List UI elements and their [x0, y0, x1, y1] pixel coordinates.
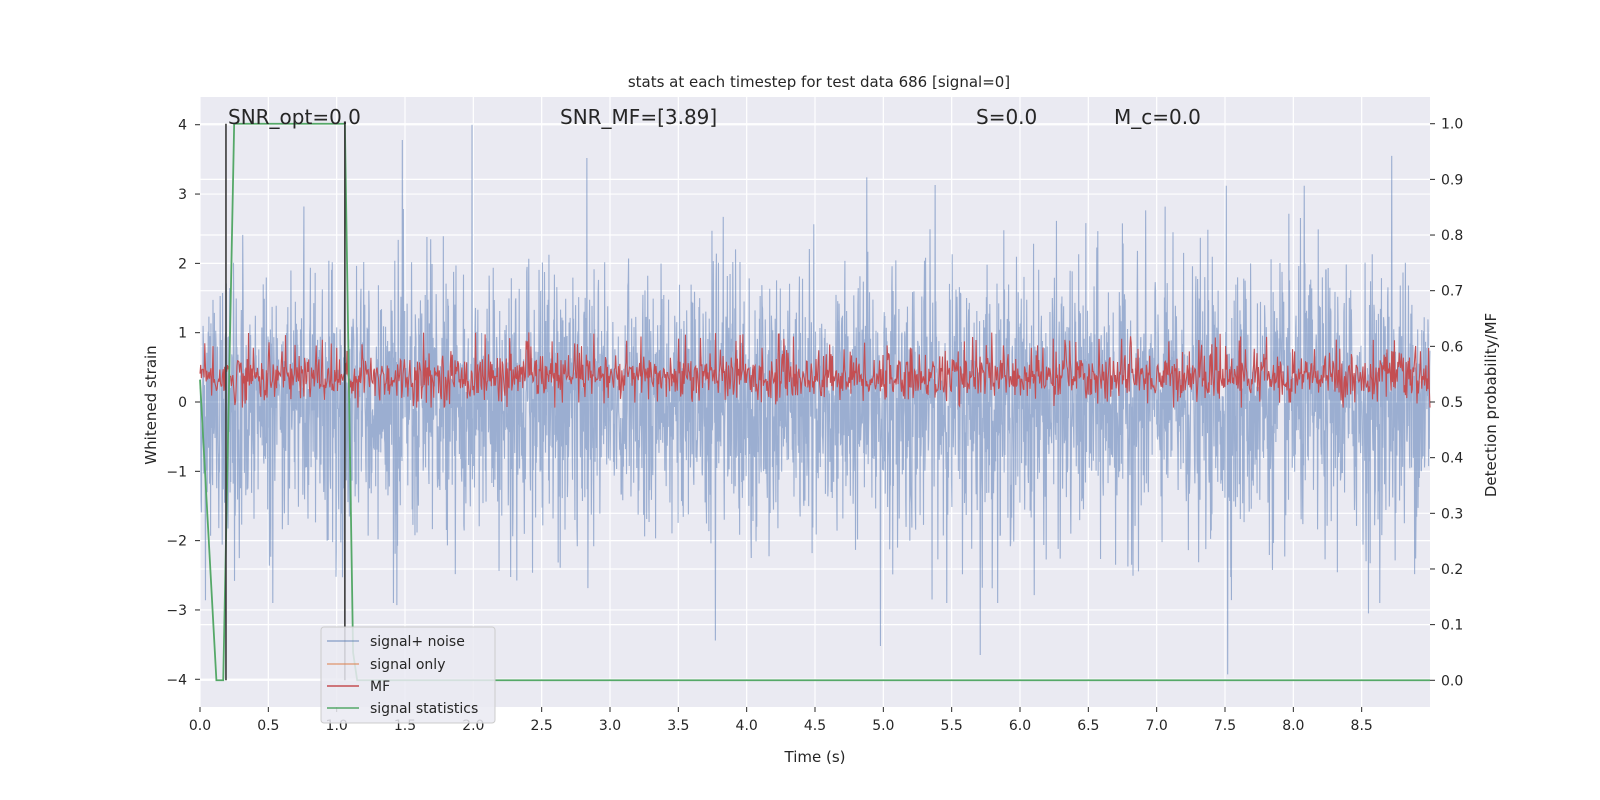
- y2-tick-label: 0.8: [1441, 228, 1463, 244]
- y2-tick-label: 0.5: [1441, 395, 1463, 411]
- annotation-snr-opt: SNR_opt=0.0: [228, 105, 361, 129]
- x-tick-label: 6.0: [1009, 718, 1031, 734]
- annotation-mc: M_c=0.0: [1114, 105, 1201, 129]
- y-tick-label: 4: [178, 118, 187, 134]
- y-axis-label: Whitened strain: [142, 345, 160, 464]
- y-tick-label: 2: [178, 256, 187, 272]
- y-tick-label: 0: [178, 395, 187, 411]
- y2-tick-label: 0.9: [1441, 172, 1463, 188]
- y2-tick-label: 0.0: [1441, 673, 1463, 689]
- chart-title: stats at each timestep for test data 686…: [628, 73, 1010, 91]
- y2-axis-label: Detection probability/MF: [1482, 313, 1500, 497]
- x-tick-label: 4.5: [804, 718, 826, 734]
- y-tick-label: −1: [166, 464, 187, 480]
- x-tick-label: 2.5: [531, 718, 553, 734]
- y2-tick-label: 0.4: [1441, 451, 1463, 467]
- x-tick-label: 3.0: [599, 718, 621, 734]
- y-axis-ticks: 4 3 2 1 0 −1 −2 −3 −4: [166, 118, 200, 688]
- x-tick-label: 7.5: [1214, 718, 1236, 734]
- y2-axis-ticks: 1.0 0.9 0.8 0.7 0.6 0.5 0.4 0.3 0.2 0.1 0.0: [1430, 117, 1463, 689]
- x-tick-label: 0.0: [189, 718, 211, 734]
- x-tick-label: 5.5: [941, 718, 963, 734]
- x-axis-label: Time (s): [784, 748, 846, 766]
- y2-tick-label: 1.0: [1441, 117, 1463, 133]
- x-tick-label: 3.5: [667, 718, 689, 734]
- y2-tick-label: 0.3: [1441, 506, 1463, 522]
- y-tick-label: −2: [166, 534, 187, 550]
- legend-label-signal-statistics: signal statistics: [370, 701, 478, 717]
- mf-line: [199, 332, 1431, 409]
- legend: signal+ noise signal only MF signal stat…: [320, 626, 496, 724]
- legend-label-mf: MF: [370, 679, 390, 695]
- vertical-markers: [225, 123, 346, 681]
- legend-box: [320, 626, 496, 724]
- x-tick-label: 5.0: [872, 718, 894, 734]
- legend-label-signal-plus-noise: signal+ noise: [370, 634, 465, 650]
- y-tick-label: 3: [178, 187, 187, 203]
- signal-plus-noise-line: [199, 124, 1431, 675]
- y-tick-label: −3: [166, 603, 187, 619]
- x-axis-ticks: 0.0 0.5 1.0 1.5 2.0 2.5 3.0 3.5 4.0 4.5 5.0 5.5 6.0 6…: [189, 707, 1373, 734]
- series-signal-plus-noise: [199, 124, 1431, 675]
- legend-label-signal-only: signal only: [370, 657, 445, 673]
- y2-tick-label: 0.7: [1441, 284, 1463, 300]
- y2-tick-label: 0.6: [1441, 339, 1463, 355]
- x-tick-label: 0.5: [257, 718, 279, 734]
- x-tick-label: 8.5: [1351, 718, 1373, 734]
- annotation-s: S=0.0: [976, 105, 1037, 129]
- y-tick-label: −4: [166, 672, 187, 688]
- y2-tick-label: 0.2: [1441, 562, 1463, 578]
- x-tick-label: 6.5: [1077, 718, 1099, 734]
- annotation-snr-mf: SNR_MF=[3.89]: [560, 105, 717, 129]
- x-tick-label: 4.0: [736, 718, 758, 734]
- x-tick-label: 8.0: [1282, 718, 1304, 734]
- series-mf: [199, 332, 1431, 409]
- y2-tick-label: 0.1: [1441, 618, 1463, 634]
- x-tick-label: 7.0: [1146, 718, 1168, 734]
- y-tick-label: 1: [178, 326, 187, 342]
